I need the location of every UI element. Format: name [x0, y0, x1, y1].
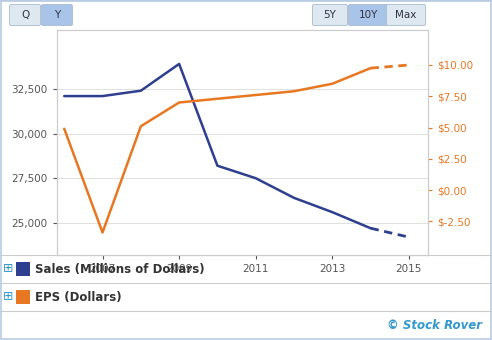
FancyBboxPatch shape: [348, 4, 388, 26]
FancyBboxPatch shape: [9, 4, 40, 26]
Text: ⊞: ⊞: [3, 262, 13, 275]
Bar: [16, 290, 30, 304]
Text: © Stock Rover: © Stock Rover: [387, 319, 482, 332]
Text: 10Y: 10Y: [358, 10, 378, 20]
Bar: [16, 262, 30, 276]
Text: Max: Max: [395, 10, 417, 20]
FancyBboxPatch shape: [387, 4, 426, 26]
Text: Y: Y: [54, 10, 60, 20]
FancyBboxPatch shape: [41, 4, 72, 26]
Text: Q: Q: [21, 10, 29, 20]
Text: EPS (Dollars): EPS (Dollars): [35, 290, 122, 304]
Text: 5Y: 5Y: [324, 10, 337, 20]
Text: ⊞: ⊞: [3, 290, 13, 304]
Text: Sales (Millions of Dollars): Sales (Millions of Dollars): [35, 262, 205, 275]
FancyBboxPatch shape: [312, 4, 347, 26]
